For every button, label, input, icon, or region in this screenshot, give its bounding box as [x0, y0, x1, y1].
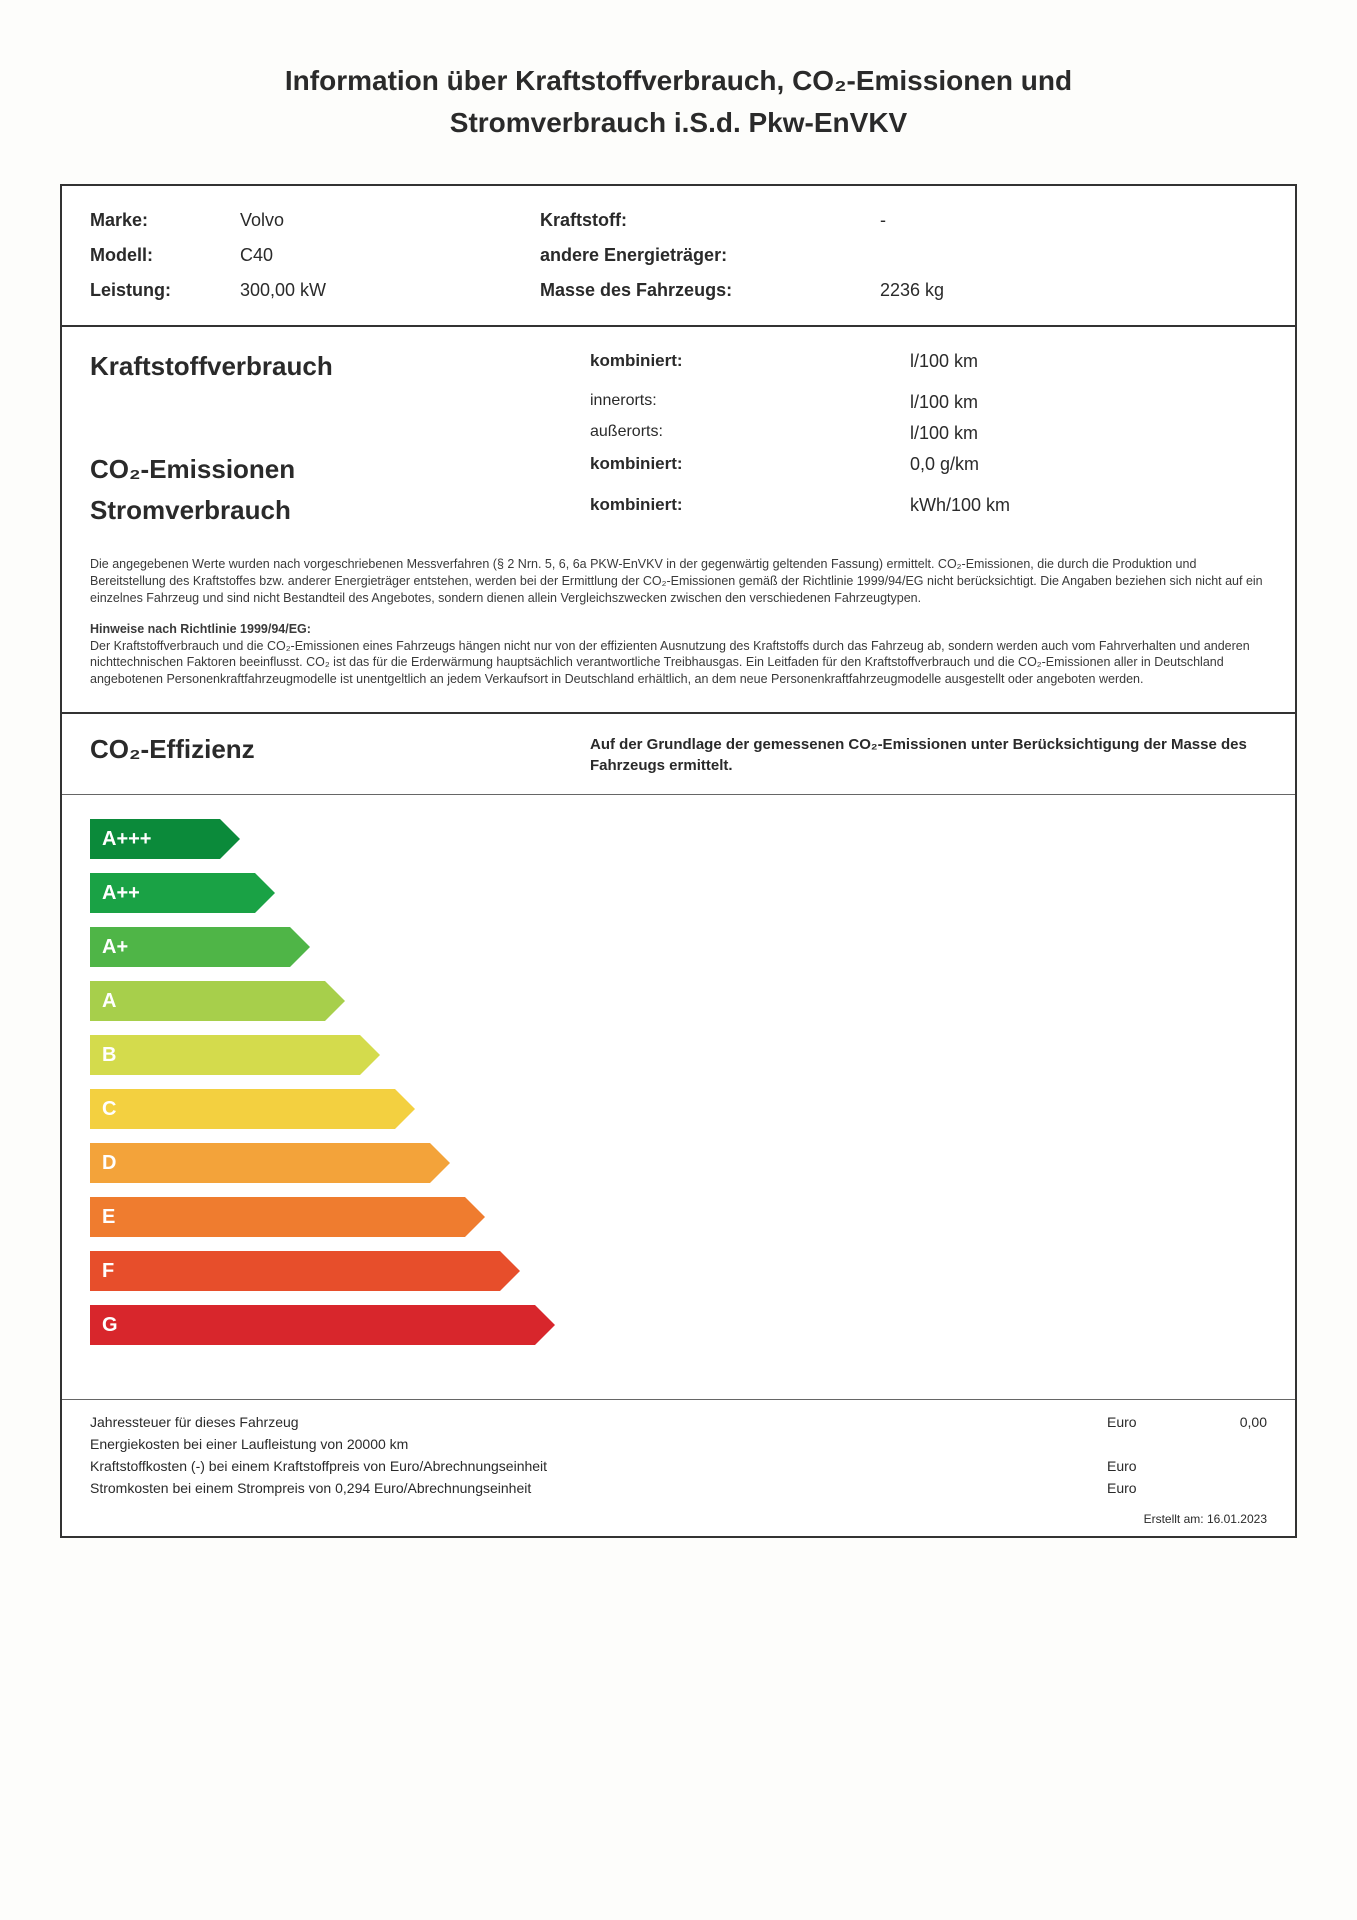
- title-line1: Information über Kraftstoffverbrauch, CO…: [285, 65, 1072, 96]
- cost1-cur: Euro: [1107, 1414, 1187, 1430]
- fineprint-p2: Der Kraftstoffverbrauch und die CO₂-Emis…: [90, 638, 1267, 689]
- ausserorts-unit: l/100 km: [910, 423, 1267, 444]
- energietraeger-value: [880, 245, 1267, 266]
- efficiency-bar-B: B: [90, 1035, 360, 1075]
- leistung-label: Leistung:: [90, 280, 240, 301]
- efficiency-bar-C: C: [90, 1089, 395, 1129]
- consumption-section: Kraftstoffverbrauch kombiniert: l/100 km…: [62, 327, 1295, 546]
- efficiency-bar-A+++: A+++: [90, 819, 220, 859]
- efficiency-bar: B: [90, 1035, 1267, 1075]
- cost4-val: [1187, 1480, 1267, 1496]
- marke-value: Volvo: [240, 210, 540, 231]
- modell-label: Modell:: [90, 245, 240, 266]
- cost4-label: Stromkosten bei einem Strompreis von 0,2…: [90, 1480, 1107, 1496]
- efficiency-bar: F: [90, 1251, 1267, 1291]
- efficiency-bar-A++: A++: [90, 873, 255, 913]
- strom-label: kombiniert:: [590, 495, 910, 526]
- cost4-cur: Euro: [1107, 1480, 1187, 1496]
- created-date: Erstellt am: 16.01.2023: [90, 1502, 1267, 1526]
- document-box: Marke: Volvo Kraftstoff: - Modell: C40 a…: [60, 184, 1297, 1538]
- efficiency-bar-G: G: [90, 1305, 535, 1345]
- cost2-label: Energiekosten bei einer Laufleistung von…: [90, 1436, 1107, 1452]
- cost3-label: Kraftstoffkosten (-) bei einem Kraftstof…: [90, 1458, 1107, 1474]
- masse-value: 2236 kg: [880, 280, 1267, 301]
- efficiency-subtitle: Auf der Grundlage der gemessenen CO₂-Emi…: [590, 734, 1267, 776]
- title-line2: Stromverbrauch i.S.d. Pkw-EnVKV: [450, 107, 907, 138]
- efficiency-bar: D: [90, 1143, 1267, 1183]
- efficiency-bar-D: D: [90, 1143, 430, 1183]
- fineprint-section: Die angegebenen Werte wurden nach vorges…: [62, 546, 1295, 712]
- innerorts-label: innerorts:: [590, 392, 910, 413]
- ausserorts-label: außerorts:: [590, 423, 910, 444]
- cost3-val: [1187, 1458, 1267, 1474]
- co2-title: CO₂-Emissionen: [90, 454, 590, 485]
- cost3-cur: Euro: [1107, 1458, 1187, 1474]
- efficiency-bar: A+++: [90, 819, 1267, 859]
- fuel-title: Kraftstoffverbrauch: [90, 351, 590, 382]
- efficiency-bar-A+: A+: [90, 927, 290, 967]
- cost2-val: [1187, 1436, 1267, 1452]
- efficiency-bar-A: A: [90, 981, 325, 1021]
- kombiniert-label: kombiniert:: [590, 351, 910, 382]
- energietraeger-label: andere Energieträger:: [540, 245, 880, 266]
- efficiency-title: CO₂-Effizienz: [90, 734, 590, 776]
- costs-section: Jahressteuer für dieses Fahrzeug Euro 0,…: [62, 1399, 1295, 1536]
- efficiency-bar: G: [90, 1305, 1267, 1345]
- cost2-cur: [1107, 1436, 1187, 1452]
- page-title: Information über Kraftstoffverbrauch, CO…: [60, 60, 1297, 144]
- efficiency-bar: A: [90, 981, 1267, 1021]
- strom-title: Stromverbrauch: [90, 495, 590, 526]
- efficiency-bar-F: F: [90, 1251, 500, 1291]
- efficiency-arrows: A+++ A++ A+ ABCDEFG: [62, 795, 1295, 1399]
- marke-label: Marke:: [90, 210, 240, 231]
- efficiency-bar: A+: [90, 927, 1267, 967]
- vehicle-info-section: Marke: Volvo Kraftstoff: - Modell: C40 a…: [62, 186, 1295, 327]
- kombiniert-unit: l/100 km: [910, 351, 1267, 382]
- co2-label: kombiniert:: [590, 454, 910, 485]
- modell-value: C40: [240, 245, 540, 266]
- fineprint-p1: Die angegebenen Werte wurden nach vorges…: [90, 556, 1267, 607]
- leistung-value: 300,00 kW: [240, 280, 540, 301]
- kraftstoff-label: Kraftstoff:: [540, 210, 880, 231]
- efficiency-section: CO₂-Effizienz Auf der Grundlage der geme…: [62, 712, 1295, 1536]
- fineprint-heading: Hinweise nach Richtlinie 1999/94/EG:: [90, 621, 1267, 638]
- efficiency-bar: A++: [90, 873, 1267, 913]
- kraftstoff-value: -: [880, 210, 1267, 231]
- co2-value: 0,0 g/km: [910, 454, 1267, 485]
- strom-unit: kWh/100 km: [910, 495, 1267, 526]
- efficiency-bar: E: [90, 1197, 1267, 1237]
- cost1-label: Jahressteuer für dieses Fahrzeug: [90, 1414, 1107, 1430]
- efficiency-bar-E: E: [90, 1197, 465, 1237]
- innerorts-unit: l/100 km: [910, 392, 1267, 413]
- cost1-val: 0,00: [1187, 1414, 1267, 1430]
- masse-label: Masse des Fahrzeugs:: [540, 280, 880, 301]
- efficiency-bar: C: [90, 1089, 1267, 1129]
